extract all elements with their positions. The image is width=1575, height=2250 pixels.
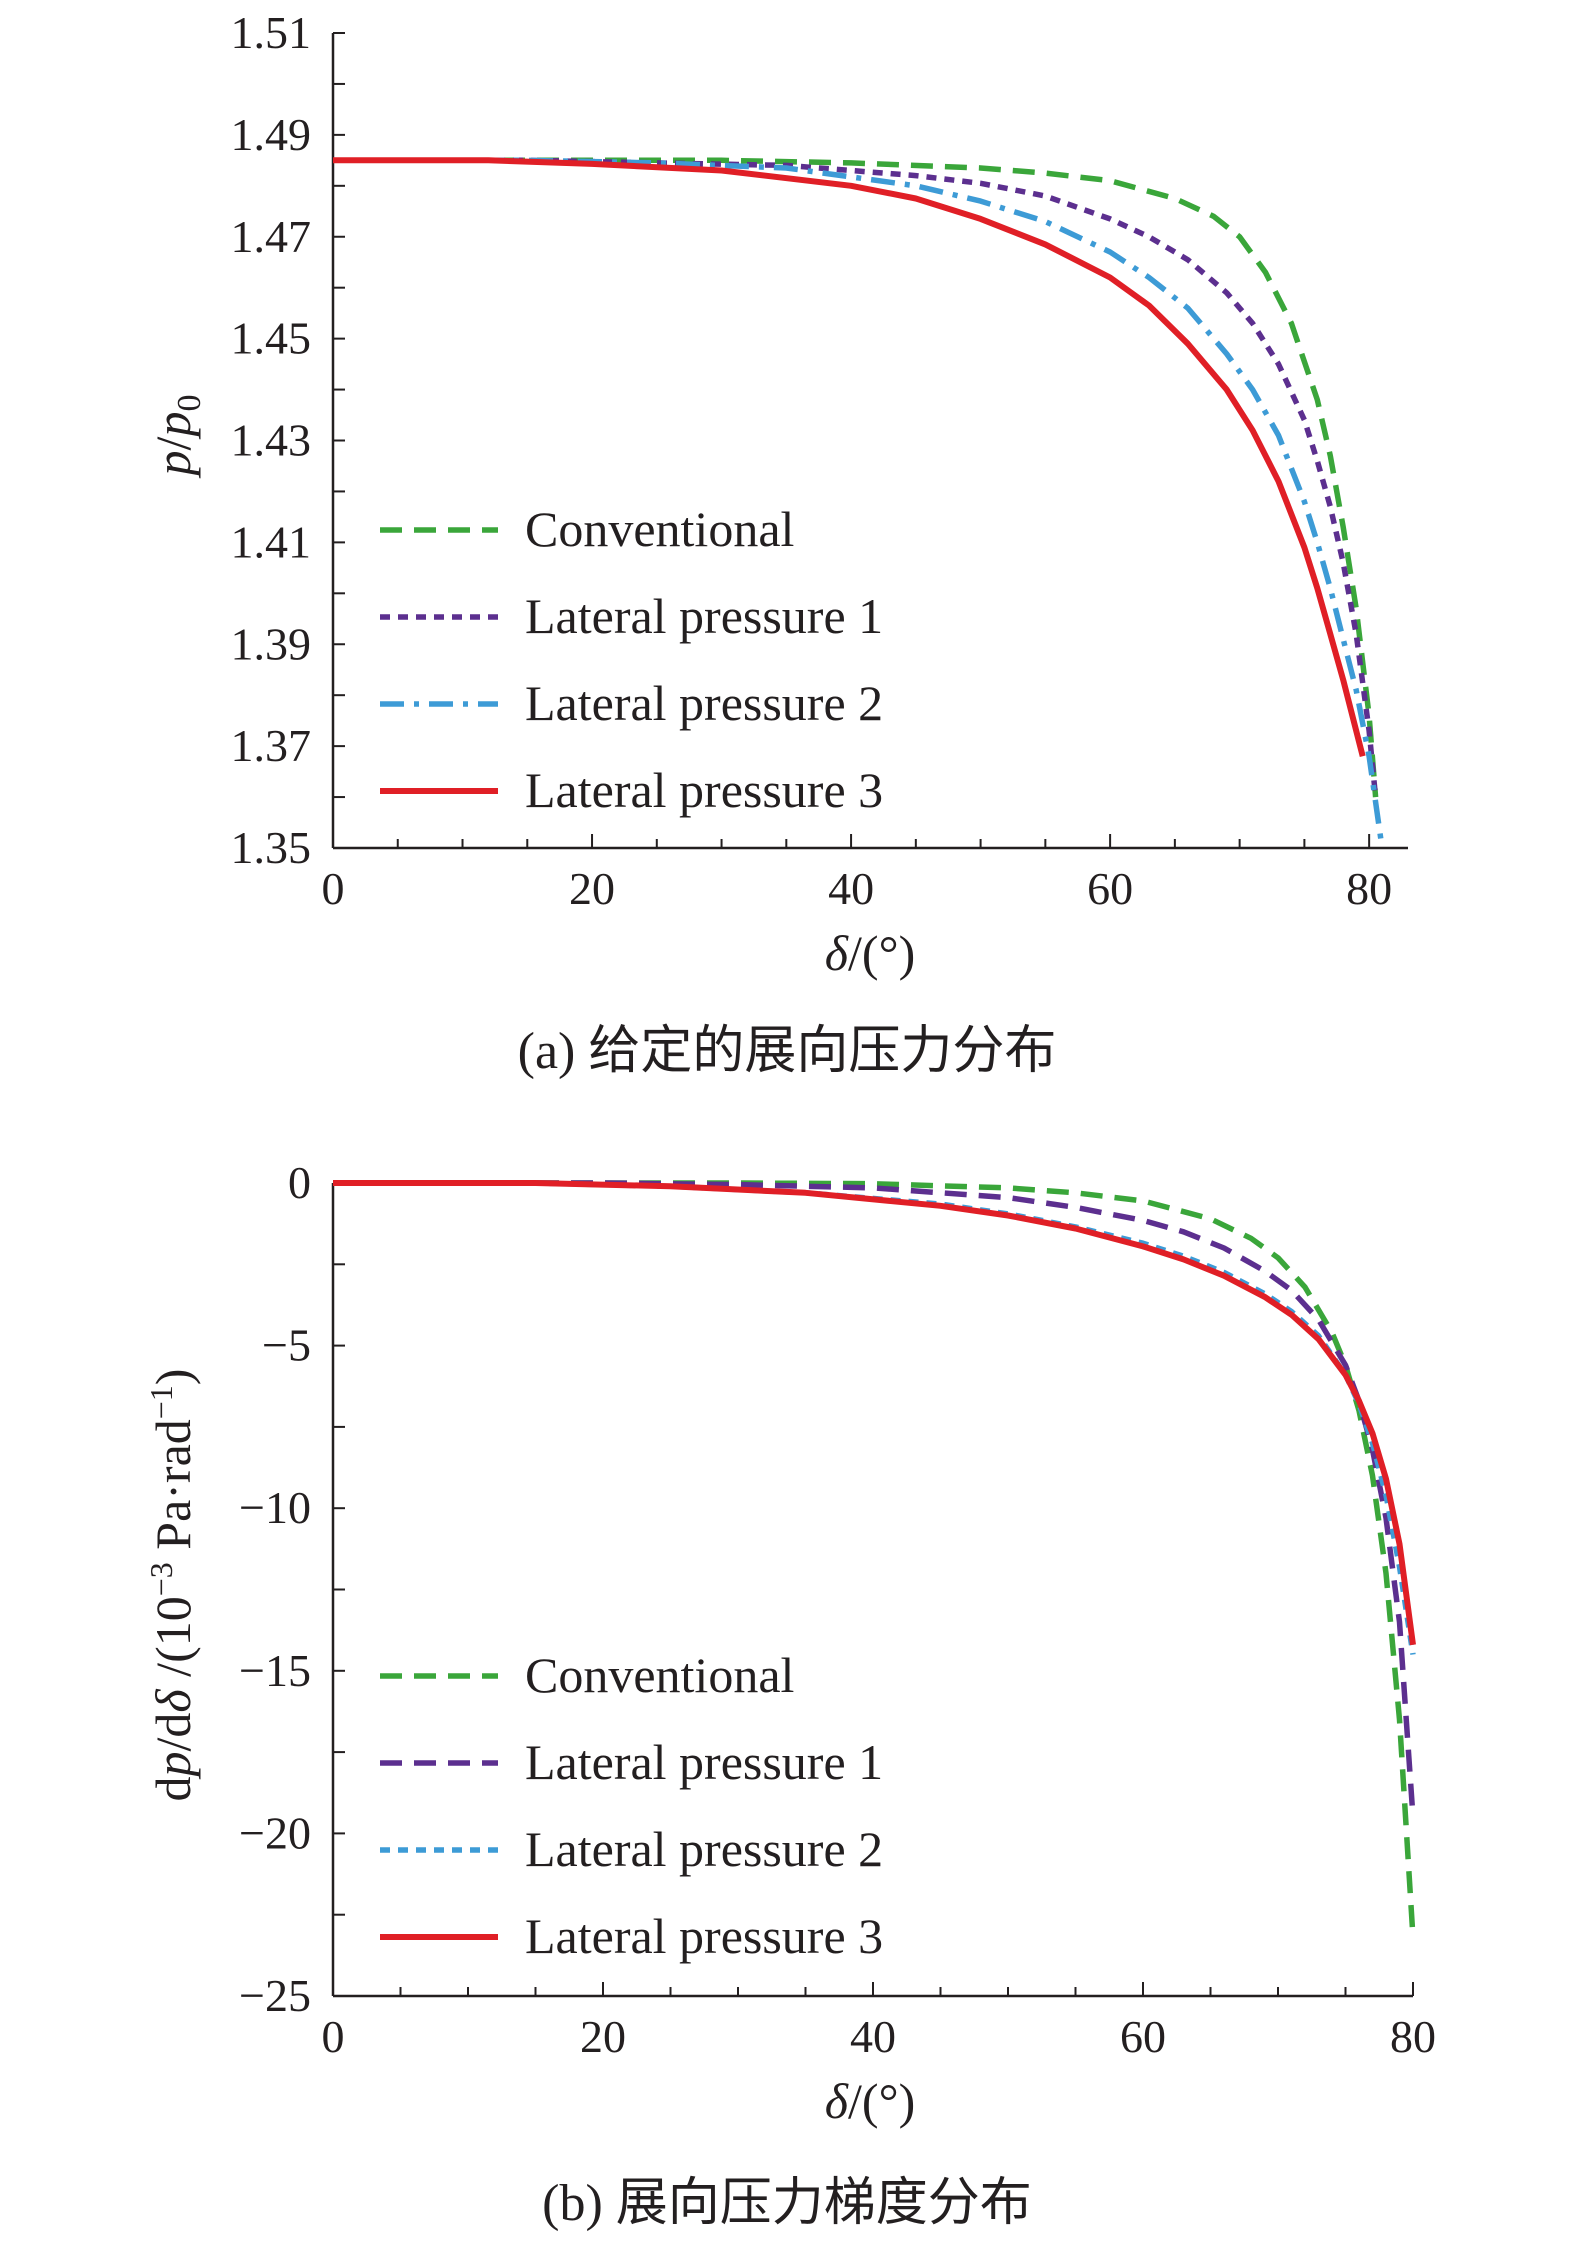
chart-a-legend-label-2: Lateral pressure 1 [525,588,883,644]
chart-a-caption: (a) 给定的展向压力分布 [518,1023,1057,1080]
chart-b-legend-label-2: Lateral pressure 1 [525,1734,883,1790]
chart-a-y-tick-label: 1.39 [231,618,312,669]
chart-a-y-tick-label: 1.49 [231,109,312,160]
chart-b-series-line-4 [333,1180,1416,1646]
chart-a-y-tick-label: 1.35 [231,822,312,873]
chart-b-legend-label-4: Lateral pressure 3 [525,1908,883,1964]
chart-b-x-tick-label: 20 [580,2011,626,2062]
chart-b-x-tick-label: 0 [322,2011,345,2062]
chart-b-caption: (b) 展向压力梯度分布 [542,2175,1032,2232]
chart-a-series-line-2 [333,157,1379,798]
chart-b-y-tick-label: −10 [239,1482,311,1533]
chart-b-series-line-1 [333,1180,1416,1938]
chart-a-series-line-4 [333,157,1366,758]
chart-a-series-line-3 [333,157,1385,849]
chart-a-x-tick-label: 0 [322,863,345,914]
chart-a-y-tick-label: 1.37 [231,720,312,771]
chart-b-series-line-3 [333,1180,1416,1655]
chart-a-legend-label-4: Lateral pressure 3 [525,762,883,818]
chart-b-x-tick-label: 60 [1120,2011,1166,2062]
chart-b-y-tick-label: −20 [239,1807,311,1858]
chart-b-x-tick-label: 80 [1390,2011,1436,2062]
chart-b-y-tick-label: 0 [288,1157,311,1208]
chart-a-ylabel: p/p0 [145,395,208,479]
chart-b-series-line-2 [333,1180,1416,1818]
chart-b-legend-label-3: Lateral pressure 2 [525,1821,883,1877]
chart-b-x-tick-label: 40 [850,2011,896,2062]
chart-b-plot-area: 0 20 40 60 80 0 −5 −10 −15 −20 −25 Conventional Late… [239,1157,1436,2062]
chart-a-x-tick-label: 40 [828,863,874,914]
chart-b-ylabel: dp/dδ /(10−3 Pa·rad−1) [143,1369,201,1802]
chart-a-y-tick-label: 1.51 [231,7,312,58]
chart-a-pressure-distribution: 0 20 40 60 80 1.35 1.37 1.39 1.41 1.43 1.45 1.47 1.4… [145,7,1408,1080]
chart-a-y-tick-label: 1.41 [231,516,312,567]
chart-b-y-tick-label: −15 [239,1645,311,1696]
chart-a-series-line-1 [333,157,1379,798]
chart-b-xlabel: δ/(°) [825,2073,915,2129]
chart-a-xlabel: δ/(°) [825,925,915,981]
chart-a-y-tick-label: 1.47 [231,211,312,262]
chart-a-y-tick-label: 1.43 [231,415,312,466]
chart-b-gradient-distribution: 0 20 40 60 80 0 −5 −10 −15 −20 −25 Conventional Late… [143,1157,1436,2232]
chart-a-plot-area: 0 20 40 60 80 1.35 1.37 1.39 1.41 1.43 1.45 1.47 1.4… [231,7,1408,914]
chart-a-x-tick-label: 60 [1087,863,1133,914]
chart-a-y-tick-label: 1.45 [231,313,312,364]
chart-b-legend-label-1: Conventional [525,1647,794,1703]
chart-b-y-tick-label: −25 [239,1970,311,2021]
chart-a-x-tick-label: 80 [1346,863,1392,914]
chart-a-legend-label-3: Lateral pressure 2 [525,675,883,731]
chart-a-legend-label-1: Conventional [525,501,794,557]
chart-b-y-tick-label: −5 [262,1320,311,1371]
chart-a-x-tick-label: 20 [569,863,615,914]
